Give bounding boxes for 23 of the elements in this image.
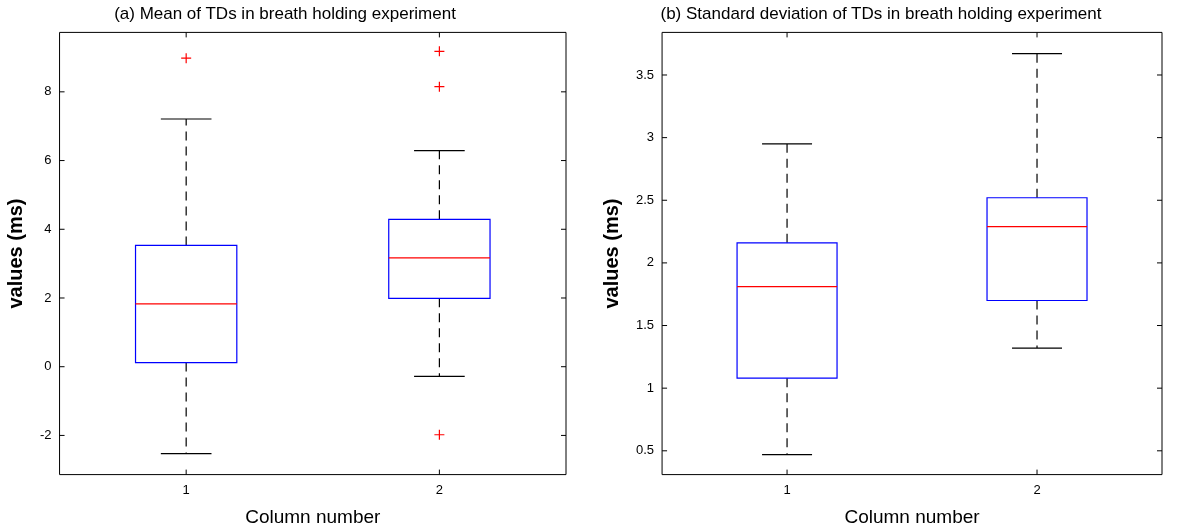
y-tick-label: 2 [646, 254, 655, 270]
y-tick-label: 6 [44, 152, 52, 168]
y-tick-label: -2 [40, 427, 52, 443]
y-tick-label: 3 [646, 129, 655, 145]
y-tick-label: 0 [44, 358, 52, 374]
y-tick-label: 8 [44, 83, 52, 99]
chart-title: (b) Standard deviation of TDs in breath holding experiment [660, 3, 1102, 23]
x-axis-title: Column number [844, 505, 981, 527]
y-tick-label: 1.5 [635, 317, 655, 333]
y-tick-label: 2 [44, 289, 52, 305]
y-tick-label: 2.5 [635, 191, 655, 207]
y-tick-label: 3.5 [635, 66, 655, 82]
y-axis-title: values (ms) [599, 198, 622, 309]
y-axis-title: values (ms) [3, 198, 26, 309]
x-tick-label: 1 [182, 481, 190, 497]
x-tick-label: 2 [435, 481, 444, 497]
y-tick-label: 4 [44, 220, 52, 236]
chart-title: (a) Mean of TDs in breath holding experiment [114, 3, 457, 23]
x-tick-label: 1 [783, 481, 791, 497]
x-axis-title: Column number [245, 505, 382, 527]
y-tick-label: 0.5 [635, 442, 655, 458]
x-tick-label: 2 [1033, 481, 1041, 497]
y-tick-label: 1 [646, 379, 655, 395]
